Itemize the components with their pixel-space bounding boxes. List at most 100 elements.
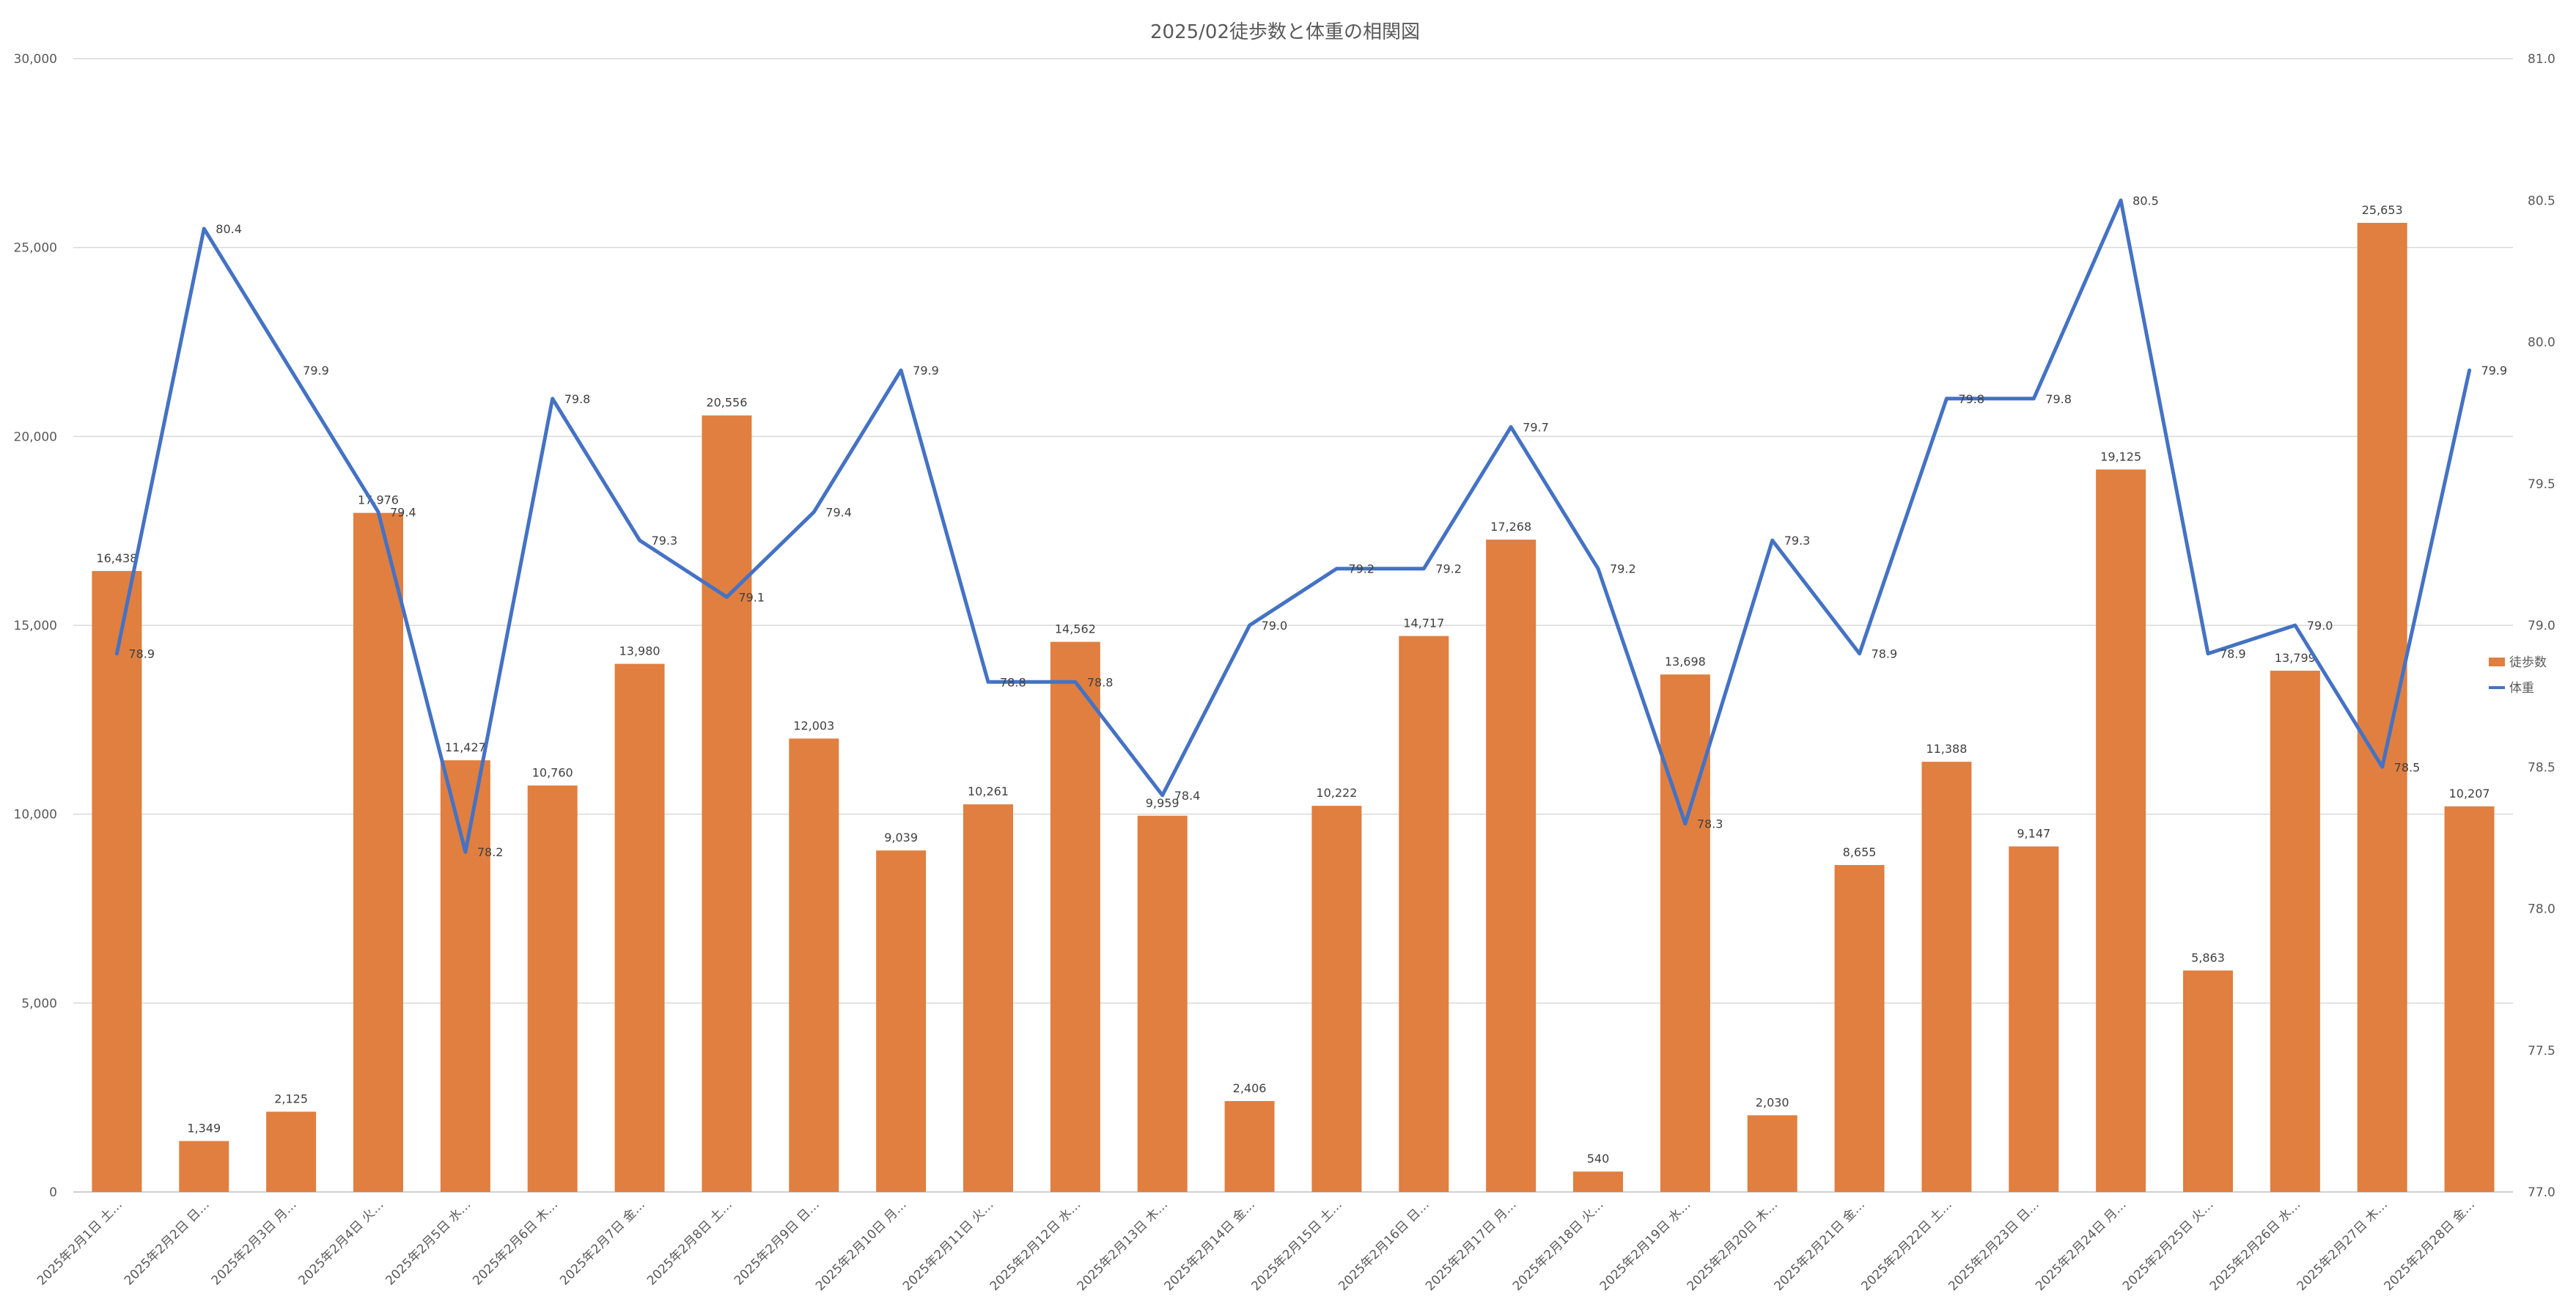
bar-data-label: 11,388 [1926, 742, 1967, 756]
bar [1921, 762, 1972, 1192]
bar [179, 1141, 229, 1192]
bar [789, 738, 839, 1192]
x-axis-tick-label: 2025年2月7日 金… [557, 1197, 648, 1288]
right-axis-tick-label: 80.0 [2528, 336, 2555, 350]
line-data-label: 78.9 [1872, 647, 1898, 661]
bar-data-label: 16,438 [96, 551, 137, 565]
bar [1224, 1101, 1275, 1192]
legend-label-steps: 徒歩数 [2509, 655, 2547, 670]
x-axis-tick-label: 2025年2月20日 木… [1685, 1197, 1781, 1294]
right-axis-tick-label: 78.0 [2528, 902, 2555, 917]
x-axis-tick-label: 2025年2月14日 金… [1161, 1197, 1258, 1294]
line-data-label: 78.3 [1697, 817, 1723, 831]
bar-data-label: 11,427 [445, 740, 486, 754]
line-data-label: 80.4 [216, 222, 242, 236]
bar [1660, 674, 1710, 1192]
x-axis-tick-label: 2025年2月19日 水… [1597, 1197, 1694, 1294]
chart-title: 2025/02徒歩数と体重の相関図 [1150, 21, 1420, 43]
bar-series-steps [92, 223, 2495, 1193]
bar-data-label: 9,147 [2017, 827, 2050, 841]
x-axis-tick-label: 2025年2月17日 月… [1423, 1197, 1520, 1294]
bar-data-label: 14,562 [1055, 622, 1096, 636]
bar-data-label: 13,980 [619, 644, 660, 658]
x-axis-tick-label: 2025年2月22日 土… [1858, 1197, 1955, 1294]
bar [1311, 806, 1362, 1192]
line-data-label: 80.5 [2132, 194, 2159, 207]
bar [2270, 670, 2320, 1192]
left-axis-tick-label: 25,000 [14, 241, 57, 256]
line-data-label: 78.9 [2220, 647, 2246, 661]
bar [1573, 1171, 1623, 1192]
x-axis-tick-label: 2025年2月23日 日… [1946, 1197, 2042, 1294]
x-axis-ticks: 2025年2月1日 土…2025年2月2日 日…2025年2月3日 月…2025… [34, 1197, 2478, 1294]
bar [266, 1111, 317, 1192]
bar [1747, 1115, 1797, 1192]
bar-data-label: 10,261 [968, 784, 1009, 798]
bar-data-label: 10,222 [1316, 786, 1357, 800]
line-data-label: 79.9 [303, 364, 329, 378]
line-data-label: 79.8 [2045, 392, 2072, 406]
x-axis-tick-label: 2025年2月8日 土… [644, 1197, 735, 1288]
legend-swatch-steps [2489, 658, 2505, 666]
bar-data-label: 13,698 [1665, 655, 1706, 669]
bar [2444, 806, 2495, 1192]
line-data-label: 78.8 [1000, 675, 1026, 689]
bar [440, 760, 490, 1192]
right-axis-tick-label: 79.5 [2528, 477, 2555, 492]
bar [1137, 815, 1188, 1192]
line-data-label: 79.4 [825, 505, 852, 519]
bar-data-label: 10,207 [2449, 787, 2490, 801]
bar-data-label: 2,030 [1756, 1095, 1789, 1109]
line-data-label: 79.4 [390, 505, 416, 519]
line-data-label: 79.2 [1435, 562, 1462, 576]
bar-data-label: 8,655 [1843, 845, 1877, 859]
gridlines [73, 58, 2513, 1193]
bar-data-label: 20,556 [706, 396, 747, 410]
x-axis-tick-label: 2025年2月4日 火… [296, 1197, 387, 1288]
line-data-label: 79.9 [913, 364, 939, 378]
bar [1050, 641, 1100, 1192]
right-axis-tick-label: 78.5 [2528, 760, 2555, 775]
line-data-label: 79.8 [1958, 392, 1984, 406]
left-axis-tick-label: 15,000 [14, 619, 57, 633]
x-axis-tick-label: 2025年2月25日 火… [2120, 1197, 2217, 1294]
right-axis-tick-label: 77.0 [2528, 1185, 2555, 1200]
line-data-label: 78.4 [1174, 789, 1201, 803]
line-data-label: 78.9 [128, 647, 155, 661]
bar-data-label: 17,268 [1490, 520, 1531, 534]
bar [2009, 846, 2059, 1192]
left-axis-tick-label: 20,000 [14, 430, 57, 444]
left-axis-tick-label: 10,000 [14, 808, 57, 823]
line-data-labels: 78.9 80.4 79.9 79.4 78.2 79.8 79.3 79.1 79.4 79.9… [128, 194, 2507, 859]
line-data-label: 79.7 [1523, 420, 1549, 434]
x-axis-tick-label: 2025年2月27日 木… [2295, 1197, 2391, 1294]
left-axis-tick-label: 0 [49, 1185, 57, 1200]
bar [2357, 223, 2407, 1193]
bar-data-label: 2,406 [1233, 1081, 1267, 1095]
bar-data-label: 5,863 [2191, 951, 2225, 965]
bar-data-label: 25,653 [2362, 203, 2403, 217]
line-data-label: 78.5 [2394, 760, 2421, 774]
left-axis-ticks: 0 5,000 10,000 15,000 20,000 25,000 30,000 [14, 52, 57, 1200]
line-data-label: 79.3 [1784, 534, 1811, 548]
line-data-label: 79.8 [564, 392, 591, 406]
right-axis-tick-label: 79.0 [2528, 619, 2555, 633]
bar [353, 512, 403, 1192]
bar [876, 850, 927, 1192]
line-data-label: 79.0 [2307, 619, 2333, 633]
bar [2096, 469, 2146, 1192]
bar-data-label: 540 [1587, 1152, 1610, 1166]
x-axis-tick-label: 2025年2月6日 木… [470, 1197, 561, 1288]
x-axis-tick-label: 2025年2月26日 水… [2207, 1197, 2304, 1294]
x-axis-tick-label: 2025年2月24日 月… [2033, 1197, 2130, 1294]
bar-data-label: 12,003 [793, 718, 834, 732]
bar-data-label: 19,125 [2100, 449, 2141, 463]
x-axis-tick-label: 2025年2月9日 日… [732, 1197, 823, 1288]
line-data-label: 79.3 [652, 534, 678, 548]
line-data-label: 79.2 [1348, 562, 1375, 576]
bar [1486, 540, 1537, 1192]
x-axis-tick-label: 2025年2月3日 月… [209, 1197, 300, 1288]
